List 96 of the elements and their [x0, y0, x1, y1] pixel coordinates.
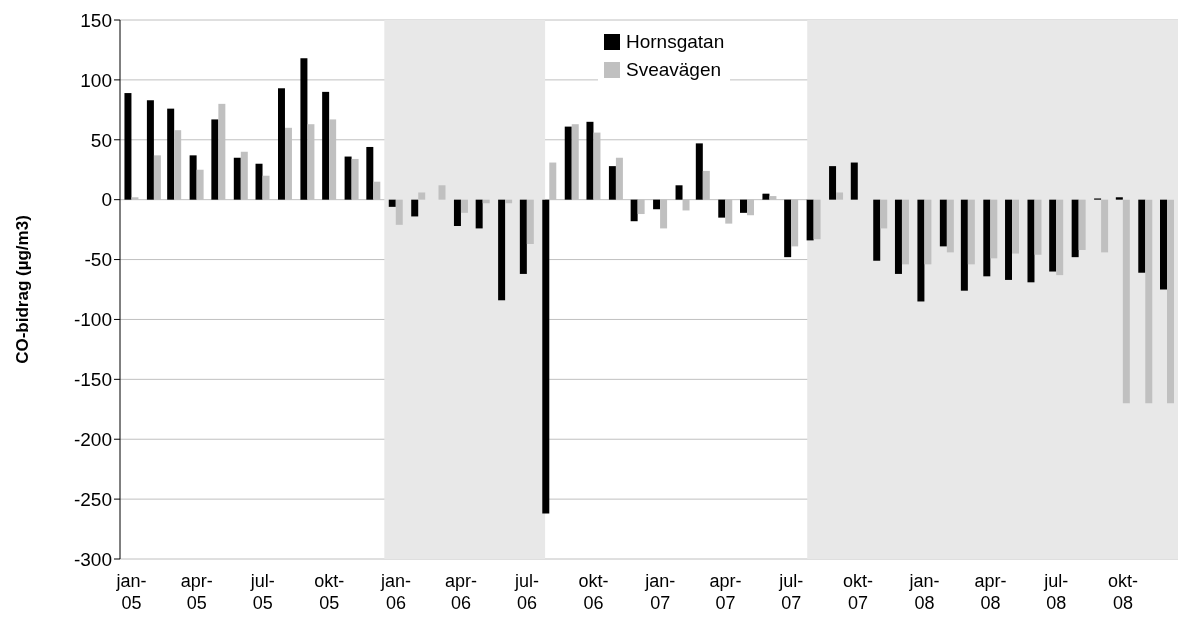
- bar: [453, 199, 461, 227]
- bar: [873, 199, 881, 261]
- bar: [1027, 199, 1035, 283]
- x-tick-label: jan-06: [379, 571, 411, 613]
- x-tick-label: apr-06: [445, 571, 478, 613]
- bar: [146, 100, 154, 200]
- y-axis-title: CO-bidrag (µg/m3): [13, 215, 33, 364]
- bar: [806, 199, 814, 241]
- bar: [586, 121, 594, 200]
- bar: [1167, 199, 1174, 404]
- x-tick-label: jan-08: [908, 571, 940, 613]
- x-tick-label: okt-07: [842, 571, 873, 613]
- y-tick-label: -50: [84, 249, 112, 271]
- bar: [880, 199, 888, 229]
- bar: [300, 58, 308, 200]
- bar: [189, 155, 197, 200]
- bar: [498, 199, 506, 301]
- bar: [983, 199, 991, 277]
- bar: [901, 199, 909, 265]
- bar: [124, 93, 132, 200]
- bar: [762, 193, 770, 200]
- bar: [542, 199, 550, 514]
- bar: [608, 166, 616, 200]
- bar: [1138, 199, 1146, 273]
- bar: [924, 199, 932, 265]
- bar: [255, 163, 263, 200]
- bar: [939, 199, 947, 247]
- bar: [946, 199, 954, 253]
- bar: [526, 199, 534, 244]
- bar: [1012, 199, 1020, 254]
- y-tick-label: -300: [73, 548, 112, 570]
- y-tick-label: -150: [73, 369, 112, 391]
- bar: [564, 126, 572, 200]
- bar: [739, 199, 747, 213]
- x-tick-label: apr-05: [180, 571, 213, 613]
- x-tick-label: jul-08: [1043, 571, 1069, 613]
- x-tick-label: apr-07: [709, 571, 742, 613]
- bar: [1034, 199, 1042, 255]
- y-tick-label: -250: [73, 488, 112, 510]
- bar: [1078, 199, 1086, 250]
- bar: [784, 199, 792, 258]
- x-tick-label: apr-08: [974, 571, 1007, 613]
- bar: [211, 119, 219, 200]
- bar: [829, 166, 837, 200]
- legend-label: Hornsgatan: [626, 31, 725, 53]
- bar: [1071, 199, 1079, 258]
- bar: [695, 143, 703, 200]
- x-tick-label: jul-05: [249, 571, 275, 613]
- bar: [344, 156, 352, 200]
- bar: [836, 192, 844, 200]
- bar: [411, 199, 419, 217]
- bar: [894, 199, 902, 274]
- bar: [277, 88, 285, 200]
- bar: [167, 108, 175, 200]
- bar: [960, 199, 968, 291]
- bar: [366, 146, 374, 200]
- bar: [653, 199, 661, 210]
- bar: [967, 199, 975, 265]
- bar: [418, 192, 426, 200]
- legend-label: Sveavägen: [626, 59, 722, 81]
- x-tick-label: jul-07: [778, 571, 804, 613]
- bar: [1101, 199, 1109, 253]
- x-tick-label: jul-06: [513, 571, 539, 613]
- bar: [1122, 199, 1130, 404]
- x-tick-label: jan-05: [115, 571, 147, 613]
- y-tick-label: 0: [101, 189, 112, 211]
- bar: [850, 162, 858, 200]
- bar: [675, 185, 683, 200]
- bar: [1049, 199, 1057, 272]
- bar: [1115, 197, 1123, 200]
- bar: [1145, 199, 1153, 404]
- x-tick-label: okt-08: [1107, 571, 1138, 613]
- x-tick-label: jan-07: [644, 571, 676, 613]
- x-tick-label: okt-06: [578, 571, 609, 613]
- bar: [322, 91, 330, 200]
- bar: [388, 199, 396, 207]
- bar: [718, 199, 726, 218]
- bar: [395, 199, 403, 225]
- bar: [519, 199, 527, 274]
- bar: [813, 199, 821, 240]
- bar: [475, 199, 483, 229]
- y-tick-label: -100: [73, 309, 112, 331]
- bar: [1160, 199, 1167, 290]
- bar: [438, 185, 446, 200]
- y-tick-label: 100: [80, 69, 112, 91]
- bar: [917, 199, 925, 302]
- x-tick-label: okt-05: [314, 571, 345, 613]
- bar: [1005, 199, 1013, 280]
- y-tick-label: 150: [80, 9, 112, 31]
- bar: [990, 199, 998, 259]
- bar: [1056, 199, 1064, 276]
- bar: [460, 199, 468, 213]
- bar: [630, 199, 638, 222]
- y-tick-label: 50: [90, 129, 112, 151]
- y-tick-label: -200: [73, 428, 112, 450]
- bar: [233, 157, 241, 200]
